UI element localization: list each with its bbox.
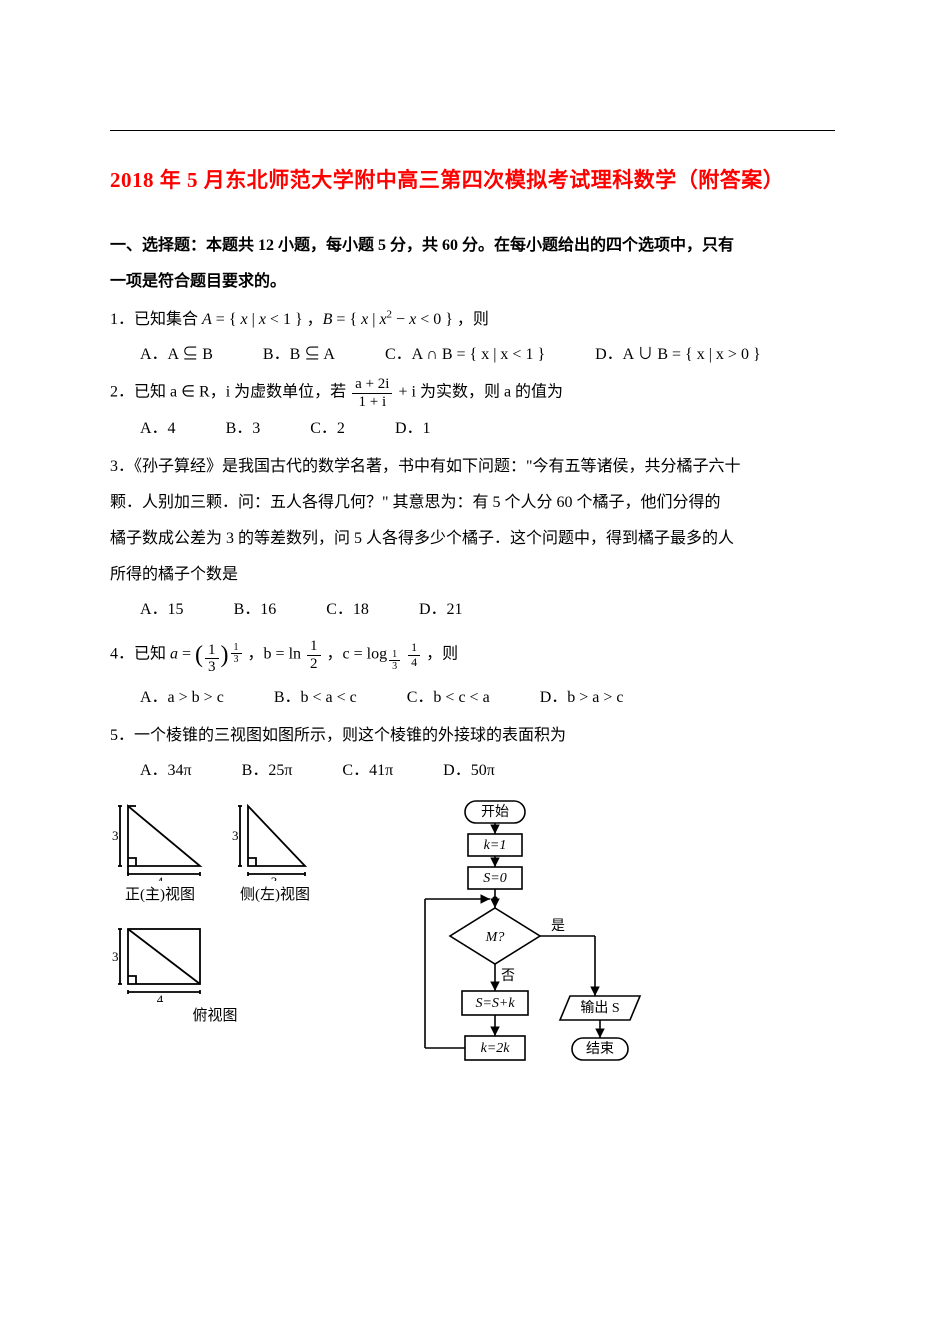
exam-title: 2018 年 5 月东北师范大学附中高三第四次模拟考试理科数学（附答案） <box>110 161 835 201</box>
q1-D: D．A ∪ B = { x | x > 0 } <box>595 340 761 370</box>
top-view: 3 4 俯视图 <box>110 917 320 1031</box>
q3-D: D．21 <box>419 595 463 625</box>
fc-cond: M? <box>485 930 505 945</box>
q4-c-pre: ，c = log <box>327 646 388 663</box>
three-views: 3 4 正(主)视图 <box>110 796 320 1031</box>
q4-options: A．a > b > c B．b < a < c C．b < c < a D．b … <box>140 683 835 713</box>
fc-no: 否 <box>501 969 515 984</box>
fc-end: 结束 <box>586 1041 614 1057</box>
q5-A: A．34π <box>140 756 192 786</box>
q2-C: C．2 <box>310 414 345 444</box>
q2-stem: 2．已知 a ∈ R，i 为虚数单位，若 a + 2i 1 + i + i 为实… <box>110 376 835 410</box>
q4-b-pre: ，b = ln <box>248 646 301 663</box>
q1-A: A．A ⊆ B <box>140 340 213 370</box>
top-caption: 俯视图 <box>110 1002 320 1031</box>
q3-l3: 橘子数成公差为 3 的等差数列，问 5 人各得多少个橘子．这个问题中，得到橘子最… <box>110 523 835 555</box>
q4-pre: 4．已知 <box>110 646 170 663</box>
figure-row: 3 4 正(主)视图 <box>110 796 835 1096</box>
q4-a-den: 3 <box>205 659 219 676</box>
q1-stem: 1．已知集合 A = { x | x < 1 } ，B = { x | x2 −… <box>110 304 835 336</box>
front-h-label: 3 <box>112 828 119 843</box>
q1-C: C．A ∩ B = { x | x < 1 } <box>385 340 545 370</box>
q2-B: B．3 <box>226 414 261 444</box>
fc-b2: S=0 <box>483 871 506 886</box>
top-h-label: 3 <box>112 949 119 964</box>
q2-pre: 2．已知 a ∈ R，i 为虚数单位，若 <box>110 384 350 401</box>
q3-B: B．16 <box>234 595 277 625</box>
q2-frac-den: 1 + i <box>352 394 392 411</box>
q2-frac: a + 2i 1 + i <box>352 376 392 410</box>
side-h-label: 3 <box>232 828 239 843</box>
side-w-label: 3 <box>271 874 278 881</box>
q4-a-frac: 1 3 <box>205 642 219 676</box>
q4-A: A．a > b > c <box>140 683 224 713</box>
fc-yes: 是 <box>551 919 565 934</box>
q4-b-frac: 1 2 <box>307 638 321 672</box>
q2-post: + i 为实数，则 a 的值为 <box>398 384 563 401</box>
q4-b-den: 2 <box>307 656 321 673</box>
q4-D: D．b > a > c <box>540 683 624 713</box>
fc-b1: k=1 <box>484 838 507 853</box>
front-view: 3 4 正(主)视图 <box>110 796 210 910</box>
section-head-1: 一、选择题：本题共 12 小题，每小题 5 分，共 60 分。在每小题给出的四个… <box>110 231 835 261</box>
q1-options: A．A ⊆ B B．B ⊆ A C．A ∩ B = { x | x < 1 } … <box>140 340 835 370</box>
section-head-2: 一项是符合题目要求的。 <box>110 267 835 297</box>
q3-options: A．15 B．16 C．18 D．21 <box>140 595 835 625</box>
top-rule <box>110 130 835 131</box>
q5-options: A．34π B．25π C．41π D．50π <box>140 756 835 786</box>
q1-B: B．B ⊆ A <box>263 340 335 370</box>
fc-out: 输出 S <box>580 1000 619 1016</box>
q4-B: B．b < a < c <box>274 683 357 713</box>
q4-b-num: 1 <box>307 638 321 656</box>
top-w-label: 4 <box>157 992 164 1002</box>
q5-D: D．50π <box>443 756 495 786</box>
q3-l1: 3．《孙子算经》是我国古代的数学名著，书中有如下问题："今有五等诸侯，共分橘子六… <box>110 451 835 483</box>
q2-D: D．1 <box>395 414 431 444</box>
q4-C: C．b < c < a <box>407 683 490 713</box>
flowchart: 开始 k=1 S=0 M? 是 否 S=S+k k=2k 输出 S 结束 <box>390 796 670 1096</box>
q3-l4: 所得的橘子个数是 <box>110 559 835 591</box>
q4-c-arg: 14 <box>408 641 420 668</box>
fc-b3: S=S+k <box>475 996 515 1011</box>
front-w-label: 4 <box>157 874 164 881</box>
q2-options: A．4 B．3 C．2 D．1 <box>140 414 835 444</box>
q4-stem: 4．已知 a = ( 1 3 )13 ，b = ln 1 2 ，c = log1… <box>110 631 835 679</box>
front-caption: 正(主)视图 <box>110 881 210 910</box>
q4-a-num: 1 <box>205 642 219 660</box>
q4-a: a <box>170 646 178 663</box>
q5-C: C．41π <box>342 756 393 786</box>
q5-B: B．25π <box>242 756 293 786</box>
q3-A: A．15 <box>140 595 184 625</box>
q1-text: 1．已知集合 A = { x | x < 1 } ，B = { x | x2 −… <box>110 311 489 328</box>
q3-l2: 颗．人别加三颗．问：五人各得几何？" 其意思为：有 5 个人分 60 个橘子，他… <box>110 487 835 519</box>
q4-tail: ，则 <box>426 646 458 663</box>
fc-b4: k=2k <box>481 1041 511 1056</box>
fc-start: 开始 <box>481 804 509 820</box>
side-caption: 侧(左)视图 <box>230 881 320 910</box>
page: 2018 年 5 月东北师范大学附中高三第四次模拟考试理科数学（附答案） 一、选… <box>0 0 945 1156</box>
side-view: 3 3 侧(左)视图 <box>230 796 320 910</box>
q5-stem: 5．一个棱锥的三视图如图所示，则这个棱锥的外接球的表面积为 <box>110 720 835 752</box>
q3-C: C．18 <box>326 595 369 625</box>
q2-frac-num: a + 2i <box>352 376 392 394</box>
q2-A: A．4 <box>140 414 176 444</box>
